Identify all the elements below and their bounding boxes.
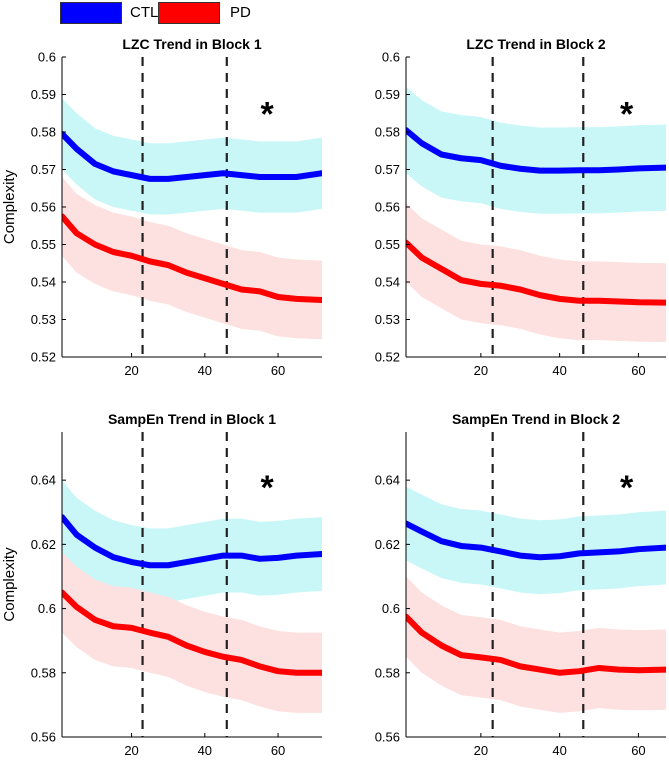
x-tick-label: 20 xyxy=(124,743,138,758)
y-tick-label: 0.56 xyxy=(375,200,400,215)
y-axis-label: Complexity xyxy=(1,169,18,244)
chart-title: SampEn Trend in Block 1 xyxy=(108,411,276,427)
y-tick-label: 0.6 xyxy=(38,601,56,616)
y-tick-label: 0.54 xyxy=(375,275,400,290)
y-tick-label: 0.53 xyxy=(31,312,56,327)
x-tick-label: 60 xyxy=(631,743,645,758)
chart-title: SampEn Trend in Block 2 xyxy=(452,411,620,427)
y-tick-label: 0.56 xyxy=(375,730,400,745)
y-tick-label: 0.58 xyxy=(375,125,400,140)
chart-panel-1: 0.52 0.53 0.54 0.55 0.56 0.57 0.58 0.59 0.6 20 40 6… xyxy=(1,36,322,378)
series-line-ctl xyxy=(406,127,666,174)
y-tick-label: 0.64 xyxy=(31,473,56,488)
y-tick-label: 0.57 xyxy=(31,162,56,177)
series-band-ctl xyxy=(62,98,322,215)
series-band-pd xyxy=(406,576,666,713)
significance-asterisk: * xyxy=(260,469,274,507)
series-band-ctl xyxy=(62,480,322,603)
significance-asterisk: * xyxy=(260,95,274,133)
legend: CTL PD xyxy=(0,0,669,30)
x-tick-label: 40 xyxy=(198,363,212,378)
y-tick-label: 0.58 xyxy=(31,125,56,140)
x-tick-label: 60 xyxy=(271,743,285,758)
y-tick-label: 0.6 xyxy=(38,50,56,65)
y-tick-label: 0.57 xyxy=(375,162,400,177)
y-tick-label: 0.64 xyxy=(375,473,400,488)
series-line-pd xyxy=(62,589,322,676)
plot-area xyxy=(62,432,322,737)
series-band-pd xyxy=(62,552,322,713)
y-axis-label: Complexity xyxy=(1,547,18,622)
y-tick-label: 0.54 xyxy=(31,275,56,290)
series-line-ctl xyxy=(62,130,322,182)
legend-label-pd: PD xyxy=(230,4,251,21)
plot-area xyxy=(406,57,666,357)
y-tick-label: 0.55 xyxy=(31,237,56,252)
x-tick-label: 60 xyxy=(631,363,645,378)
y-tick-label: 0.58 xyxy=(375,665,400,680)
legend-swatch-pd xyxy=(158,2,220,24)
y-tick-label: 0.53 xyxy=(375,312,400,327)
chart-panel-4: 0.56 0.58 0.6 0.62 0.64 20 40 60 SampEn Trend in… xyxy=(375,411,666,758)
y-tick-label: 0.52 xyxy=(31,350,56,365)
x-tick-label: 20 xyxy=(474,743,488,758)
x-tick-label: 40 xyxy=(552,743,566,758)
y-tick-label: 0.59 xyxy=(375,87,400,102)
series-band-ctl xyxy=(406,486,666,595)
y-tick-label: 0.59 xyxy=(31,87,56,102)
series-line-pd xyxy=(406,613,666,676)
series-line-pd xyxy=(406,239,666,306)
series-line-pd xyxy=(62,213,322,303)
series-band-pd xyxy=(62,177,322,340)
chart-panel-3: 0.56 0.58 0.6 0.62 0.64 20 40 60 SampEn Trend in… xyxy=(1,411,322,758)
significance-asterisk: * xyxy=(620,469,634,507)
chart-title: LZC Trend in Block 1 xyxy=(122,36,261,52)
y-tick-label: 0.52 xyxy=(375,350,400,365)
x-tick-label: 40 xyxy=(198,743,212,758)
x-tick-label: 20 xyxy=(124,363,138,378)
series-line-ctl xyxy=(62,514,322,569)
chart-panel-2: 0.52 0.53 0.54 0.55 0.56 0.57 0.58 0.59 0.6 20 40 6… xyxy=(375,36,666,378)
series-line-ctl xyxy=(406,520,666,561)
y-tick-label: 0.6 xyxy=(382,50,400,65)
y-tick-label: 0.56 xyxy=(31,730,56,745)
y-tick-label: 0.62 xyxy=(31,537,56,552)
x-tick-label: 40 xyxy=(552,363,566,378)
y-tick-label: 0.62 xyxy=(375,537,400,552)
series-band-ctl xyxy=(406,87,666,214)
chart-title: LZC Trend in Block 2 xyxy=(466,36,605,52)
plot-area xyxy=(406,432,666,737)
legend-label-ctl: CTL xyxy=(130,4,159,21)
x-tick-label: 60 xyxy=(271,363,285,378)
y-tick-label: 0.55 xyxy=(375,237,400,252)
y-tick-label: 0.58 xyxy=(31,665,56,680)
y-tick-label: 0.56 xyxy=(31,200,56,215)
series-band-pd xyxy=(406,203,666,342)
significance-asterisk: * xyxy=(620,95,634,133)
legend-swatch-ctl xyxy=(60,2,122,24)
x-tick-label: 20 xyxy=(474,363,488,378)
plot-area xyxy=(62,57,322,357)
y-tick-label: 0.6 xyxy=(382,601,400,616)
